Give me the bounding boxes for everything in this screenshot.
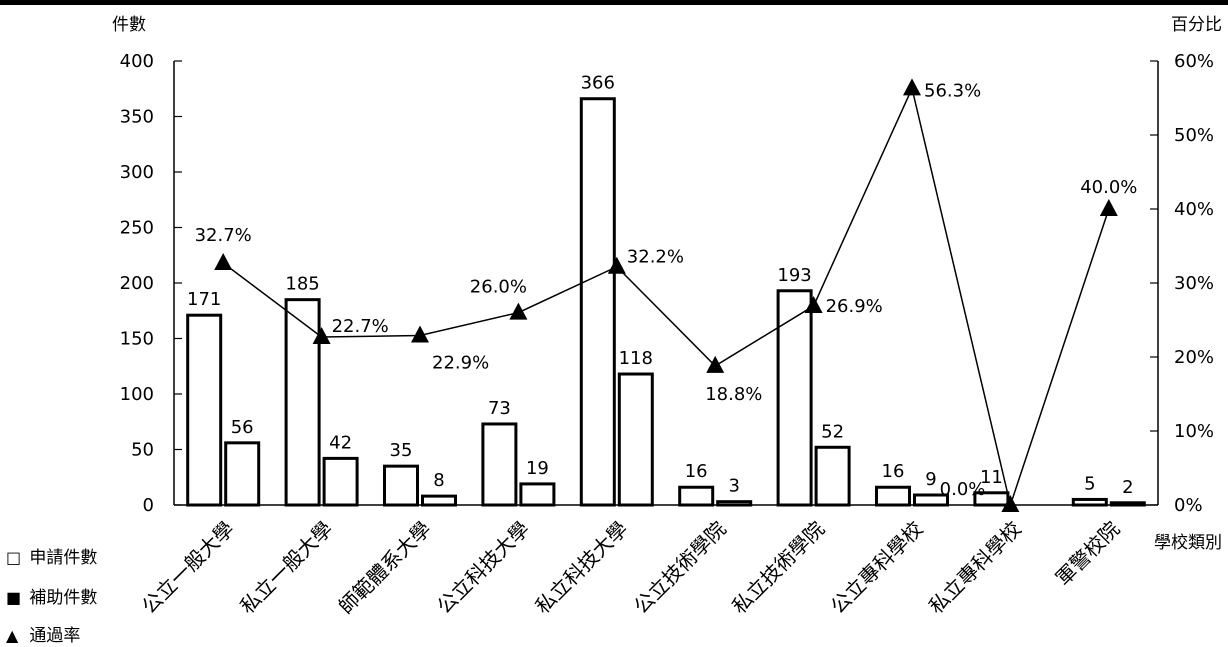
left-axis-tick-label: 100 bbox=[120, 384, 154, 405]
legend-item-funded: ■ 補助件數 bbox=[6, 588, 97, 608]
bar-applied-label: 11 bbox=[980, 467, 1003, 488]
left-axis-tick-label: 0 bbox=[143, 495, 154, 516]
bar-funded-label: 2 bbox=[1122, 477, 1133, 498]
category-label: 師範體系大學 bbox=[334, 517, 436, 619]
x-axis-title: 學校類別 bbox=[1154, 533, 1222, 553]
bar-applied bbox=[383, 464, 419, 507]
bar-funded-label: 118 bbox=[619, 348, 653, 369]
bar-funded bbox=[1109, 501, 1146, 507]
rate-marker bbox=[1001, 495, 1020, 512]
category-label: 私立專科學校 bbox=[924, 517, 1026, 619]
bar-funded-label: 9 bbox=[925, 469, 936, 490]
rate-label: 22.7% bbox=[332, 316, 389, 337]
legend-funded-icon: ■ bbox=[6, 588, 22, 607]
left-axis-tick-label: 300 bbox=[120, 162, 154, 183]
bar-applied-label: 16 bbox=[685, 461, 708, 482]
legend-rate-icon: ▲ bbox=[6, 626, 19, 645]
rate-line bbox=[222, 86, 1110, 508]
rate-label: 56.3% bbox=[924, 80, 981, 101]
legend-applied-icon: □ bbox=[6, 548, 22, 567]
bar-applied bbox=[678, 485, 715, 507]
bar-applied bbox=[973, 491, 1010, 507]
rate-marker bbox=[509, 302, 528, 320]
bar-funded-label: 42 bbox=[329, 432, 352, 453]
bar-funded bbox=[519, 482, 556, 507]
top-rule bbox=[0, 0, 1228, 5]
rate-label: 22.9% bbox=[432, 353, 489, 374]
rate-marker bbox=[312, 327, 331, 345]
category-label: 公立一般大學 bbox=[137, 517, 239, 619]
bar-applied bbox=[284, 298, 321, 507]
bar-applied bbox=[579, 97, 616, 507]
bar-funded bbox=[716, 500, 753, 507]
rate-marker bbox=[804, 295, 823, 313]
category-label: 軍警校院 bbox=[1051, 517, 1125, 591]
bar-applied-label: 73 bbox=[488, 398, 511, 419]
bar-applied-label: 193 bbox=[777, 265, 811, 286]
bar-applied bbox=[875, 485, 911, 507]
legend-rate-label: 通過率 bbox=[29, 626, 81, 646]
right-axis-title: 百分比 bbox=[1171, 15, 1222, 35]
rate-marker bbox=[411, 325, 429, 343]
bar-funded-label: 3 bbox=[728, 476, 739, 497]
right-axis-tick-label: 10% bbox=[1174, 421, 1214, 442]
right-axis-tick-label: 40% bbox=[1174, 199, 1214, 220]
bar-applied-label: 16 bbox=[882, 461, 905, 482]
right-axis-tick-label: 60% bbox=[1174, 51, 1214, 72]
left-axis-tick-label: 50 bbox=[131, 440, 154, 461]
rate-marker bbox=[903, 78, 921, 96]
legend-item-applied: □ 申請件數 bbox=[6, 548, 97, 568]
right-axis-tick-label: 30% bbox=[1174, 273, 1214, 294]
bar-funded bbox=[224, 441, 261, 507]
bar-funded bbox=[322, 456, 359, 507]
category-label: 私立一般大學 bbox=[235, 517, 337, 619]
category-label: 公立技術學院 bbox=[629, 517, 731, 619]
left-axis-tick-label: 350 bbox=[120, 107, 154, 128]
bar-funded-label: 19 bbox=[526, 458, 549, 479]
rate-label: 26.9% bbox=[826, 296, 883, 317]
bar-funded bbox=[814, 445, 851, 507]
rate-marker bbox=[607, 256, 626, 274]
left-axis-title: 件數 bbox=[112, 15, 146, 35]
rate-marker bbox=[706, 355, 725, 373]
bar-applied-label: 185 bbox=[285, 274, 319, 295]
bar-funded-label: 52 bbox=[821, 421, 844, 442]
legend-funded-label: 補助件數 bbox=[29, 588, 98, 608]
category-label: 私立科技大學 bbox=[531, 517, 633, 619]
bar-applied-label: 171 bbox=[187, 289, 221, 310]
legend-item-rate: ▲ 通過率 bbox=[6, 626, 80, 646]
rate-label: 0.0% bbox=[940, 479, 986, 500]
category-label: 私立技術學院 bbox=[727, 517, 829, 619]
rate-label: 18.8% bbox=[705, 384, 762, 405]
rate-marker bbox=[214, 253, 233, 271]
legend-applied-label: 申請件數 bbox=[29, 548, 98, 568]
left-axis-tick-label: 200 bbox=[120, 273, 154, 294]
bar-funded bbox=[421, 494, 457, 507]
left-axis-tick-label: 150 bbox=[120, 329, 154, 350]
rate-label: 32.2% bbox=[627, 247, 684, 268]
rate-label: 32.7% bbox=[195, 225, 252, 246]
bar-applied-label: 366 bbox=[581, 73, 615, 94]
right-axis-tick-label: 50% bbox=[1174, 125, 1214, 146]
rate-label: 26.0% bbox=[470, 277, 527, 298]
rate-label: 40.0% bbox=[1080, 177, 1137, 198]
bar-applied bbox=[481, 422, 518, 507]
bar-applied bbox=[1071, 497, 1108, 507]
bar-applied bbox=[186, 313, 223, 507]
right-axis-tick-label: 0% bbox=[1174, 495, 1203, 516]
bar-funded-label: 56 bbox=[231, 417, 254, 438]
category-label: 公立專科學校 bbox=[826, 517, 928, 619]
bar-funded bbox=[913, 493, 949, 507]
bar-applied-label: 5 bbox=[1084, 473, 1095, 494]
bar-applied-label: 35 bbox=[390, 440, 413, 461]
left-axis-tick-label: 250 bbox=[120, 218, 154, 239]
left-axis-tick-label: 400 bbox=[120, 51, 154, 72]
category-label: 公立科技大學 bbox=[432, 517, 534, 619]
right-axis-tick-label: 20% bbox=[1174, 347, 1214, 368]
bar-funded-label: 8 bbox=[433, 470, 444, 491]
bar-funded bbox=[617, 372, 654, 507]
bar-applied bbox=[776, 289, 813, 507]
rate-marker bbox=[1099, 199, 1118, 216]
